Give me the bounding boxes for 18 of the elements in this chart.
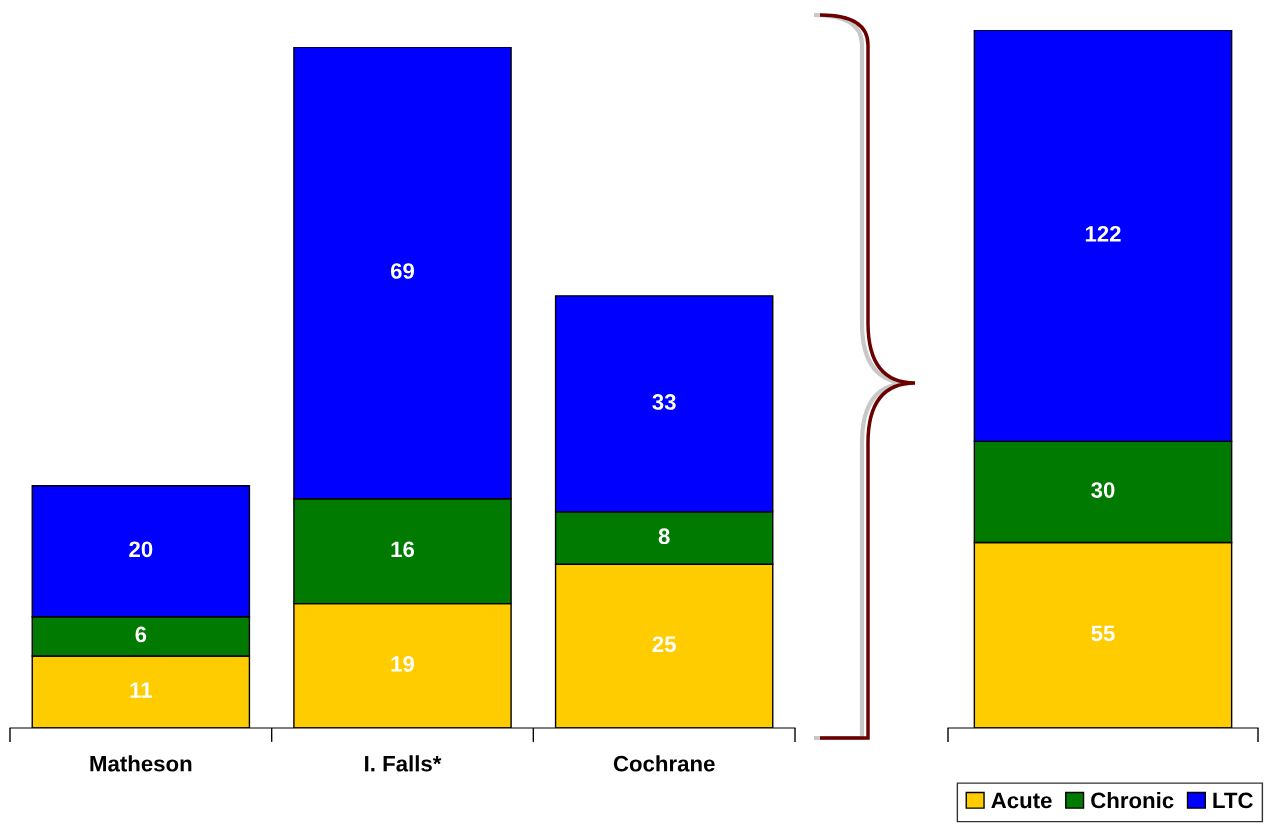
data-label: 11 (130, 682, 152, 698)
data-label: 69 (390, 263, 415, 279)
x-tick-label: Cochrane (613, 755, 715, 772)
data-label: 6 (135, 626, 147, 643)
data-label: 16 (391, 541, 415, 558)
data-label: 20 (129, 541, 153, 558)
legend-label: Acute (991, 792, 1052, 809)
data-label: 122 (1085, 225, 1121, 242)
data-label: 33 (652, 394, 676, 410)
x-tick-label: I. Falls* (365, 755, 442, 772)
data-label: 8 (658, 528, 670, 545)
x-tick-label: Matheson (90, 755, 192, 772)
data-label: 25 (652, 636, 676, 653)
legend-label: LTC (1213, 792, 1253, 809)
legend-label: Chronic (1091, 791, 1174, 809)
data-label: 55 (1091, 625, 1115, 642)
data-label: 30 (1091, 482, 1115, 498)
data-label: 19 (391, 656, 415, 672)
